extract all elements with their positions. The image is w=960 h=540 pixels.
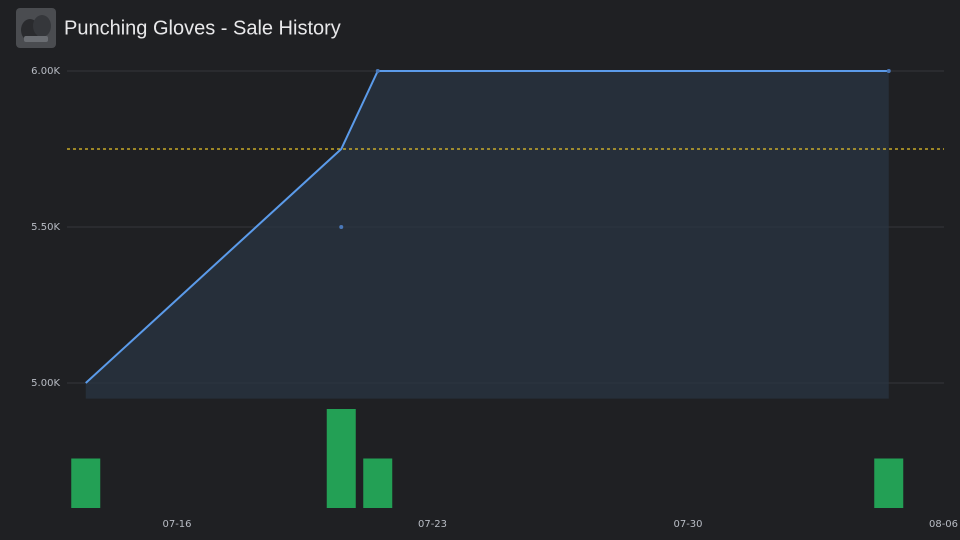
item-icon — [16, 8, 56, 48]
y-tick-label: 5.50K — [31, 222, 60, 233]
volume-bar — [874, 458, 904, 508]
x-tick-label: 07-23 — [418, 519, 447, 530]
x-tick-label: 07-16 — [162, 519, 191, 530]
y-tick-label: 5.00K — [31, 378, 60, 389]
x-tick-label: 07-30 — [673, 519, 702, 530]
sale-dot — [339, 225, 344, 229]
y-tick-label: 6.00K — [31, 66, 60, 77]
chart-title: Punching Gloves - Sale History — [64, 17, 341, 39]
sale-dot — [375, 69, 380, 73]
price-line — [85, 70, 889, 384]
x-tick-label: 08-06 — [929, 519, 958, 530]
volume-bar — [363, 458, 393, 508]
volume-bar — [326, 409, 356, 508]
sale-dot — [886, 69, 891, 73]
volume-bar — [71, 458, 101, 508]
price-area — [85, 71, 889, 399]
